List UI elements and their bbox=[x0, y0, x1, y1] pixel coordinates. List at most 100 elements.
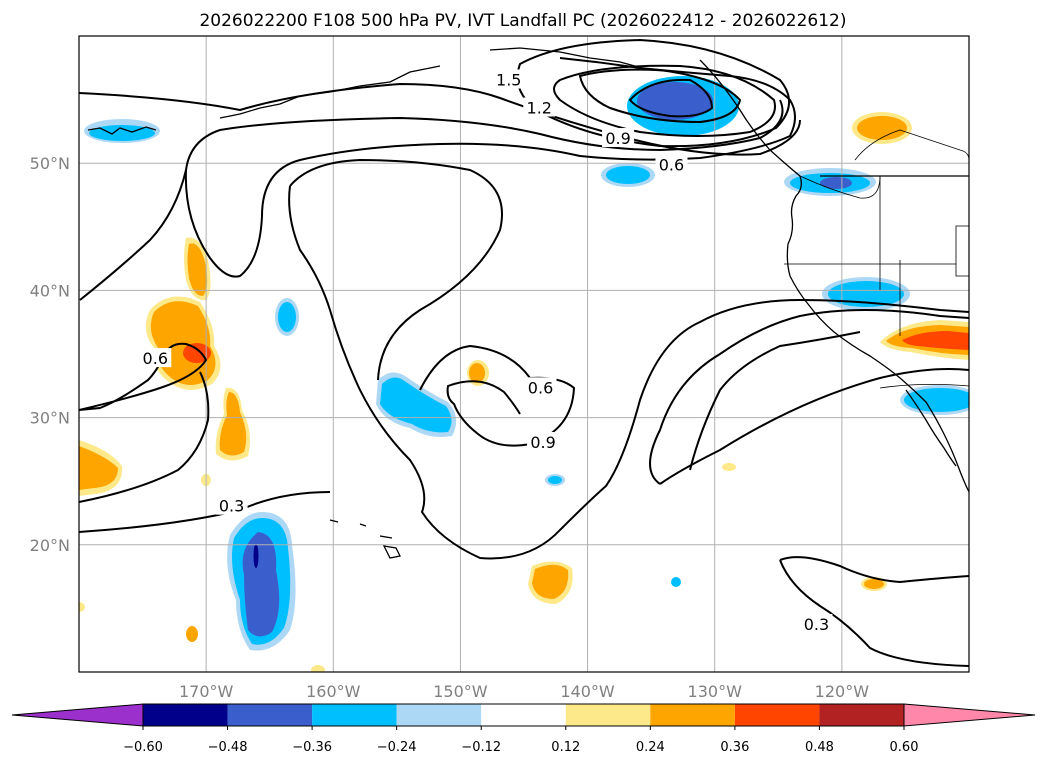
shaded-anomaly-fields bbox=[79, 76, 969, 672]
y-tick-label: 40°N bbox=[30, 281, 70, 300]
y-axis-tick-labels: 50°N 40°N 30°N 20°N bbox=[30, 154, 70, 555]
colorbar-segment bbox=[227, 704, 313, 726]
contour-label: 1.2 bbox=[527, 99, 552, 118]
contour-label-background bbox=[524, 377, 557, 397]
contour-line bbox=[779, 556, 969, 584]
colorbar-label: 0.36 bbox=[720, 740, 749, 755]
contour-line bbox=[79, 99, 784, 301]
state-borders bbox=[784, 176, 969, 336]
contour-labels: 1.5 1.2 0.9 0.6 0.6 0.6 0.9 0.3 0.3 bbox=[139, 69, 833, 634]
positive-mid-northern-rockies bbox=[857, 116, 907, 140]
y-tick-label: 30°N bbox=[30, 409, 70, 428]
colorbar-segment bbox=[396, 704, 482, 726]
negative-core-gulf-of-alaska bbox=[637, 82, 713, 120]
colorbar-segment bbox=[650, 704, 735, 726]
negative-peak-hawaii bbox=[253, 544, 259, 568]
colorbar-frame bbox=[142, 703, 905, 727]
positive-dot-east bbox=[722, 463, 736, 471]
negative-core-southwest bbox=[904, 388, 969, 412]
negative-core-central-pacific bbox=[380, 377, 452, 433]
contour-label: 0.9 bbox=[530, 433, 555, 452]
contour-line bbox=[516, 38, 790, 148]
pv-contours bbox=[79, 38, 969, 667]
contour-line bbox=[659, 368, 969, 485]
positive-core-southwest bbox=[902, 331, 969, 350]
contour-line bbox=[289, 158, 503, 381]
contour-line bbox=[79, 491, 331, 533]
map-area: 1.5 1.2 0.9 0.6 0.6 0.6 0.9 0.3 0.3 bbox=[79, 36, 969, 672]
contour-line bbox=[79, 371, 210, 503]
contour-line bbox=[649, 309, 969, 485]
contour-label-background bbox=[527, 432, 560, 452]
y-tick-label: 50°N bbox=[30, 154, 70, 173]
x-tick-label: 130°W bbox=[688, 682, 743, 701]
x-axis-tick-labels: 170°W 160°W 150°W 140°W 130°W 120°W bbox=[179, 682, 869, 701]
contour-line bbox=[419, 344, 576, 447]
colorbar-label: 0.24 bbox=[636, 740, 665, 755]
colorbar-label: 0.60 bbox=[890, 740, 919, 755]
contour-line bbox=[79, 342, 208, 411]
map-frame bbox=[78, 35, 970, 673]
contour-label-background bbox=[139, 348, 172, 368]
positive-mid-dateline bbox=[79, 446, 118, 490]
contour-line bbox=[553, 64, 776, 137]
contour-label: 0.6 bbox=[143, 349, 168, 368]
contour-label-background bbox=[655, 154, 688, 174]
colorbar-label: 0.12 bbox=[551, 740, 580, 755]
contour-label: 0.9 bbox=[605, 129, 630, 148]
contour-label: 0.3 bbox=[219, 497, 244, 516]
positive-mid-south bbox=[219, 392, 247, 456]
washington-border bbox=[799, 175, 881, 199]
contour-label-background bbox=[602, 128, 635, 148]
positive-mid-north bbox=[187, 243, 208, 296]
colorbar bbox=[11, 703, 1036, 727]
colorbar-segment bbox=[143, 704, 228, 726]
baja-peninsula-coast bbox=[905, 389, 957, 467]
x-tick-label: 120°W bbox=[815, 682, 870, 701]
canada-province-borders bbox=[854, 129, 969, 161]
x-tick-label: 140°W bbox=[560, 682, 615, 701]
colorbar-segment bbox=[734, 704, 820, 726]
positive-mid-subtropic bbox=[532, 564, 569, 599]
colorbar-segment bbox=[819, 704, 904, 726]
contour-line bbox=[779, 559, 969, 667]
contour-label: 0.3 bbox=[804, 615, 829, 634]
contour-label-background bbox=[523, 97, 556, 117]
colorbar-segment bbox=[312, 704, 397, 726]
x-tick-label: 170°W bbox=[179, 682, 234, 701]
negative-core-hawaii bbox=[242, 532, 280, 637]
colorbar-segment bbox=[565, 704, 651, 726]
contour-label: 0.6 bbox=[659, 156, 684, 175]
contour-label-background bbox=[492, 69, 525, 89]
north-america-coastline bbox=[699, 59, 969, 493]
contour-label-background bbox=[800, 613, 833, 633]
gridlines bbox=[79, 36, 969, 672]
contour-line bbox=[79, 82, 801, 156]
hawaiian-islands bbox=[329, 519, 401, 559]
colorbar-label: −0.12 bbox=[461, 740, 501, 755]
colorbar-label: −0.48 bbox=[208, 740, 248, 755]
coastlines bbox=[87, 47, 969, 559]
negative-dot-east bbox=[671, 577, 681, 587]
colorbar-extend-high bbox=[903, 703, 1036, 727]
colorbar-label: −0.36 bbox=[292, 740, 332, 755]
colorbar-segment bbox=[481, 704, 566, 726]
negative-core-washington bbox=[820, 177, 852, 189]
colorbar-label: −0.60 bbox=[123, 740, 163, 755]
positive-dot-edge bbox=[79, 602, 85, 612]
contour-line bbox=[689, 331, 861, 471]
negative-core-offshore bbox=[606, 166, 650, 184]
colorbar-label: −0.24 bbox=[377, 740, 417, 755]
us-mexico-border bbox=[879, 384, 969, 389]
aleutian-islands bbox=[87, 126, 157, 135]
x-tick-label: 150°W bbox=[433, 682, 488, 701]
contour-line bbox=[628, 78, 714, 118]
x-tick-label: 160°W bbox=[306, 682, 361, 701]
colorbar-label: 0.48 bbox=[805, 740, 834, 755]
positive-dot-south bbox=[186, 626, 198, 642]
negative-core-tiny bbox=[548, 476, 562, 484]
contour-label-background bbox=[215, 495, 248, 515]
negative-core-small-west bbox=[278, 302, 296, 332]
contour-label: 0.6 bbox=[528, 378, 553, 397]
